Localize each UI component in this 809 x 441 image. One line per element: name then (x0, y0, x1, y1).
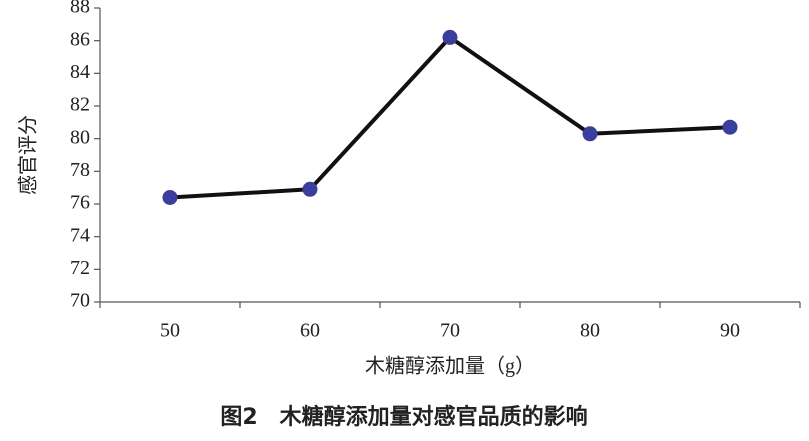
x-tick-label: 60 (300, 320, 320, 342)
y-tick-label: 86 (70, 28, 90, 50)
y-tick-label: 74 (70, 224, 90, 246)
x-tick-label: 80 (580, 320, 600, 342)
y-tick-label: 76 (70, 192, 90, 214)
chart-title: 图2 木糖醇添加量对感官品质的影响 (220, 404, 587, 430)
x-tick-label: 70 (440, 320, 460, 342)
y-tick-label: 78 (70, 159, 90, 181)
x-tick-label: 50 (160, 320, 180, 342)
y-tick-label: 88 (70, 0, 90, 18)
x-tick-label: 90 (720, 320, 740, 342)
y-tick-label: 80 (70, 126, 90, 148)
y-tick-label: 84 (70, 61, 90, 83)
y-tick-label: 82 (70, 94, 90, 116)
data-point (302, 181, 318, 197)
data-point (442, 29, 458, 45)
x-axis-label: 木糖醇添加量（g） (365, 355, 535, 378)
data-line (169, 35, 731, 200)
y-axis-label: 感官评分 (17, 115, 40, 195)
y-tick-label: 72 (70, 257, 90, 279)
y-tick-label: 70 (70, 290, 90, 312)
data-point (162, 189, 178, 205)
data-point (582, 126, 598, 142)
data-point (722, 119, 738, 135)
